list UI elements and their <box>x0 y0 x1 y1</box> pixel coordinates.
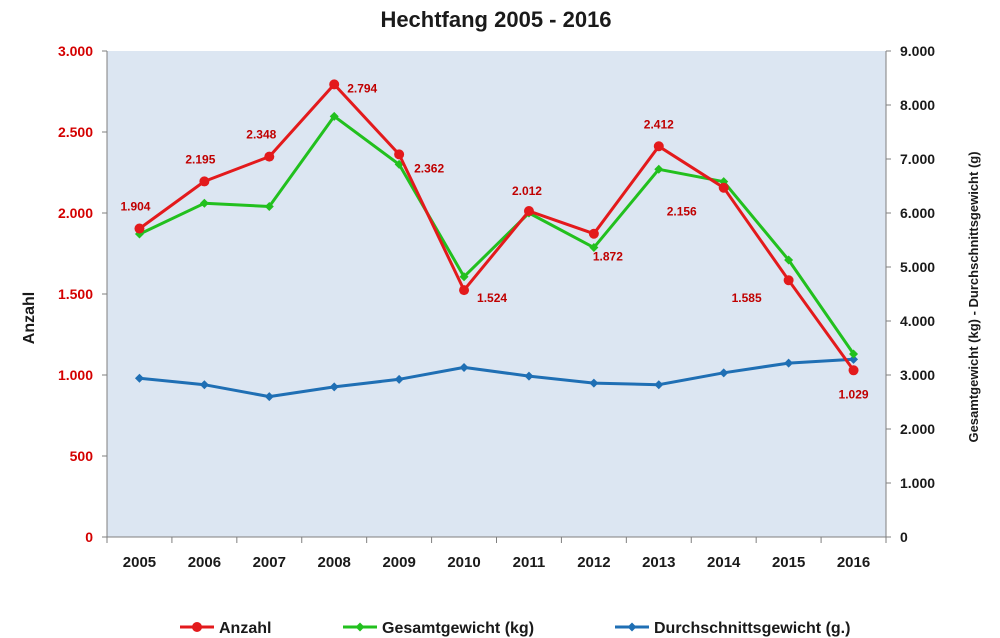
left-tick-label: 1.500 <box>58 286 93 302</box>
data-label: 2.156 <box>667 205 697 219</box>
legend-marker <box>627 622 637 632</box>
legend-marker <box>192 622 202 632</box>
data-point <box>524 371 534 381</box>
data-point <box>394 374 404 384</box>
legend: Anzahl Gesamtgewicht (kg) Durchschnittsgew… <box>180 620 850 637</box>
data-point <box>329 382 339 392</box>
legend-item: Anzahl <box>180 620 271 637</box>
x-tick-label: 2016 <box>837 554 870 571</box>
data-point <box>199 380 209 390</box>
right-tick-label: 0 <box>900 529 908 545</box>
data-label: 1.585 <box>732 291 762 305</box>
y-axis-title: Anzahl <box>21 292 38 344</box>
data-point <box>849 349 859 359</box>
data-point <box>784 358 794 368</box>
data-point <box>394 149 405 160</box>
data-point <box>848 365 859 376</box>
axes: 0 500 1.000 1.500 2.000 2.500 3.000 0 1.000 2.000… <box>21 43 981 571</box>
x-tick-label: 2013 <box>642 554 675 571</box>
series-line <box>138 82 855 372</box>
data-point <box>329 79 340 90</box>
left-tick-label: 2.500 <box>58 124 93 140</box>
data-labels: 1.904 2.195 2.348 2.794 2.362 1.524 2.012 1.872… <box>120 81 868 401</box>
data-point <box>199 198 209 208</box>
series-anzahl <box>134 79 859 376</box>
data-label: 2.012 <box>512 184 542 198</box>
x-tick-label: 2005 <box>123 554 156 571</box>
data-point <box>589 378 599 388</box>
left-tick-label: 500 <box>70 448 94 464</box>
data-point <box>523 206 534 217</box>
series-line <box>139 357 854 399</box>
data-label: 2.362 <box>414 161 444 175</box>
right-tick-label: 5.000 <box>900 259 935 275</box>
data-label: 2.348 <box>246 128 276 142</box>
data-point <box>719 368 729 378</box>
right-tick-label: 6.000 <box>900 205 935 221</box>
data-point <box>264 202 274 212</box>
data-point <box>199 176 210 187</box>
x-tick-label: 2011 <box>513 554 546 571</box>
right-tick-label: 8.000 <box>900 97 935 113</box>
data-label: 1.872 <box>593 250 623 264</box>
right-tick-label: 1.000 <box>900 475 935 491</box>
data-point <box>654 380 664 390</box>
x-tick-label: 2010 <box>447 554 480 571</box>
legend-item: Gesamtgewicht (kg) <box>343 620 534 637</box>
right-tick-label: 4.000 <box>900 313 935 329</box>
data-label: 2.794 <box>347 81 377 95</box>
x-tick-label: 2007 <box>253 554 286 571</box>
plot-area <box>107 51 886 537</box>
data-point <box>459 362 469 372</box>
left-tick-label: 1.000 <box>58 367 93 383</box>
legend-marker <box>355 622 365 632</box>
x-tick-label: 2006 <box>188 554 221 571</box>
x-tick-label: 2014 <box>707 554 741 571</box>
data-point <box>459 285 470 296</box>
data-point <box>264 392 274 402</box>
data-point <box>718 182 729 193</box>
data-point <box>849 354 859 364</box>
x-tick-label: 2008 <box>318 554 351 571</box>
data-label: 2.195 <box>185 152 215 166</box>
legend-label: Gesamtgewicht (kg) <box>382 620 534 637</box>
legend-label: Durchschnittsgewicht (g.) <box>654 620 850 637</box>
right-tick-label: 3.000 <box>900 367 935 383</box>
data-label: 1.029 <box>839 387 869 401</box>
left-tick-label: 0 <box>85 529 93 545</box>
y2-axis-title: Gesamtgewicht (kg) - Durchschnittsgewich… <box>966 151 981 442</box>
legend-label: Anzahl <box>219 620 271 637</box>
legend-item: Durchschnittsgewicht (g.) <box>615 620 850 637</box>
series-line <box>138 114 855 355</box>
data-point <box>654 164 664 174</box>
series-layer <box>134 79 859 402</box>
data-point <box>134 373 144 383</box>
right-tick-label: 2.000 <box>900 421 935 437</box>
data-point <box>459 272 469 282</box>
x-tick-label: 2009 <box>382 554 415 571</box>
data-label: 1.904 <box>120 200 150 214</box>
right-tick-label: 7.000 <box>900 151 935 167</box>
data-point <box>329 111 339 121</box>
data-point <box>589 243 599 253</box>
data-point <box>653 141 664 152</box>
chart-title: Hechtfang 2005 - 2016 <box>380 7 611 32</box>
data-label: 1.524 <box>477 291 507 305</box>
data-point <box>264 151 275 162</box>
data-label: 2.412 <box>644 117 674 131</box>
data-point <box>588 228 599 239</box>
x-tick-label: 2012 <box>577 554 610 571</box>
right-tick-label: 9.000 <box>900 43 935 59</box>
data-point <box>783 275 794 286</box>
left-tick-label: 2.000 <box>58 205 93 221</box>
data-point <box>134 223 145 234</box>
x-tick-label: 2015 <box>772 554 805 571</box>
data-point <box>784 255 794 265</box>
left-tick-label: 3.000 <box>58 43 93 59</box>
series-durchschnittsgewicht-g <box>134 354 859 402</box>
